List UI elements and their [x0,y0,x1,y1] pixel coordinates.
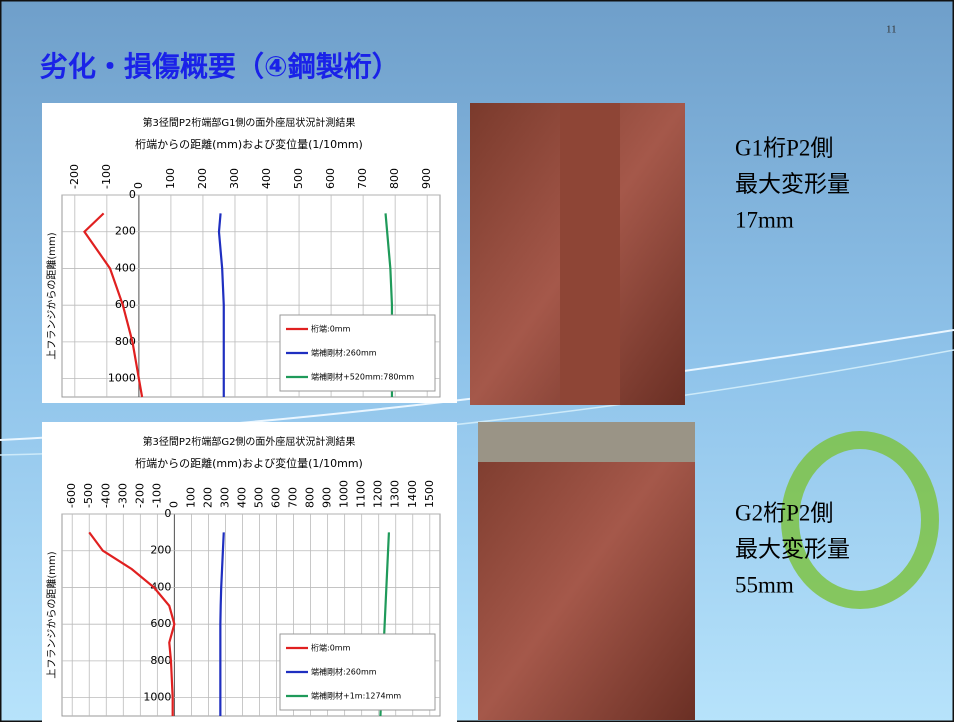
y-tick-label: 200 [115,225,136,238]
chart: 第3径間P2桁端部G1側の面外座屈状況計測結果桁端からの距離(mm)および変位量… [42,103,457,403]
x-tick-label: -400 [99,483,112,508]
page-number: 11 [886,24,897,36]
legend-label: 桁端:0mm [311,324,351,334]
x-tick-label: 1200 [372,480,385,508]
photo [478,422,695,720]
chart: 第3径間P2桁端部G2側の面外座屈状況計測結果桁端からの距離(mm)および変位量… [42,422,457,722]
y-tick-label: 0 [164,507,171,520]
x-axis-label: 桁端からの距離(mm)および変位量(1/10mm) [135,456,363,470]
y-tick-label: 1000 [143,691,171,704]
x-tick-label: 200 [201,487,214,508]
x-tick-label: 100 [164,168,177,189]
y-tick-label: 0 [129,188,136,201]
y-tick-label: 200 [150,544,171,557]
x-tick-label: 300 [218,487,231,508]
caption: 55mm [735,572,794,597]
x-tick-label: 400 [235,487,248,508]
x-tick-label: 800 [388,168,401,189]
legend-label: 端補剛材+520mm:780mm [311,372,414,382]
x-tick-label: 900 [420,168,433,189]
y-axis-label: 上フランジからの距離(mm) [45,551,58,678]
x-tick-label: 400 [260,168,273,189]
caption: G2桁P2側 [735,500,833,525]
legend-label: 端補剛材:260mm [311,348,377,358]
photo-detail [560,103,620,405]
legend-label: 端補剛材:260mm [311,667,377,677]
x-tick-label: -200 [133,483,146,508]
caption: 最大変形量 [735,536,850,561]
x-tick-label: 500 [292,168,305,189]
x-tick-label: 100 [184,487,197,508]
x-tick-label: 600 [324,168,337,189]
x-tick-label: -200 [68,164,81,189]
x-tick-label: 200 [196,168,209,189]
caption: G1桁P2側 [735,135,833,160]
x-tick-label: -300 [116,483,129,508]
x-tick-label: 300 [228,168,241,189]
photo-detail [478,422,695,462]
x-tick-label: 900 [321,487,334,508]
y-tick-label: 600 [115,298,136,311]
legend-label: 端補剛材+1m:1274mm [311,691,401,701]
x-axis-label: 桁端からの距離(mm)および変位量(1/10mm) [135,137,363,151]
x-tick-label: -100 [100,164,113,189]
x-tick-label: 600 [270,487,283,508]
x-tick-label: 700 [287,487,300,508]
data-line [219,532,225,716]
slide-title: 劣化・損傷概要（④鋼製桁） [40,50,400,83]
y-tick-label: 800 [150,654,171,667]
x-tick-label: -600 [65,483,78,508]
x-tick-label: 0 [132,182,145,189]
x-tick-label: -500 [82,483,95,508]
caption: 17mm [735,207,794,232]
data-line [88,531,176,716]
x-tick-label: -100 [150,483,163,508]
x-tick-label: 700 [356,168,369,189]
legend-label: 桁端:0mm [311,643,351,653]
x-tick-label: 1400 [406,480,419,508]
x-tick-label: 1300 [389,480,402,508]
x-tick-label: 800 [304,487,317,508]
data-line [217,213,225,397]
y-tick-label: 1000 [108,372,136,385]
decoration [781,431,939,609]
x-tick-label: 0 [167,501,180,508]
chart-title: 第3径間P2桁端部G2側の面外座屈状況計測結果 [143,435,356,448]
caption: 最大変形量 [735,171,850,196]
y-axis-label: 上フランジからの距離(mm) [45,232,58,359]
chart-title: 第3径間P2桁端部G1側の面外座屈状況計測結果 [143,116,356,129]
data-line [82,212,144,398]
x-tick-label: 1500 [423,480,436,508]
x-tick-label: 500 [253,487,266,508]
x-tick-label: 1100 [355,480,368,508]
y-tick-label: 400 [115,261,136,274]
y-tick-label: 600 [150,617,171,630]
x-tick-label: 1000 [338,480,351,508]
